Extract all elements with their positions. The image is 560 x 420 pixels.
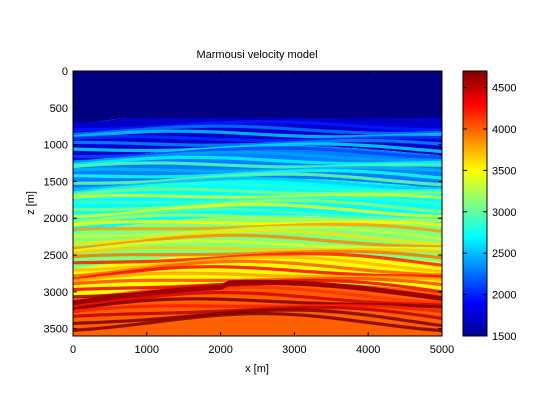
strata-line [73,150,442,164]
y-tick-label: 0 [62,66,68,78]
y-tick-label: 2500 [44,250,68,262]
y-tick-label: 1500 [44,176,68,188]
strata-line [73,129,442,139]
colorbar-tick-label: 2000 [492,290,516,302]
strata-line [73,229,442,246]
y-tick-label: 500 [50,103,68,115]
colorbar-tick-label: 4000 [492,124,516,136]
x-tick-label: 4000 [356,344,380,356]
strata-line [73,155,442,167]
strata-line [73,308,442,328]
strata-line [73,115,442,127]
strata-line [73,135,442,143]
colorbar-tick-label: 3000 [492,207,516,219]
x-tick-label: 2000 [208,344,232,356]
strata-line [73,124,442,136]
strata-line [73,181,442,195]
x-tick-label: 0 [70,344,76,356]
strata-line [73,213,442,225]
strata-line [73,172,442,187]
strata-line [73,202,442,219]
strata-line [73,146,442,159]
strata-line [73,219,442,227]
y-axis: 0 500 1000 1500 2000 2500 3000 3500 [44,66,442,336]
chart-title: Marmousi velocity model [196,49,317,61]
y-tick-label: 2000 [44,213,68,225]
strata-line [73,193,442,200]
y-tick-label: 3500 [44,324,68,336]
y-tick-label: 1000 [44,140,68,152]
colorbar [462,70,488,337]
strata-line [73,207,442,223]
strata-line [73,265,442,281]
x-tick-label: 5000 [430,344,454,356]
strata-line [73,166,442,173]
strata-line [73,259,442,278]
strata-line [73,297,442,311]
plot-frame [72,70,443,337]
strata-line [73,252,442,267]
colorbar-axis: 1500 2000 2500 3000 3500 4000 4500 [463,83,516,343]
strata-line [73,245,442,255]
colorbar-tick-label: 3500 [492,165,516,177]
strata-line [73,187,442,197]
y-axis-label: z [m] [25,191,37,215]
strata-line [73,312,442,333]
strata-line [73,225,442,241]
x-tick-label: 3000 [282,344,306,356]
deep-reflector [73,279,442,306]
strata-line [73,249,442,260]
strata-line [73,255,442,274]
x-axis-label: x [m] [245,363,269,375]
strata-line [73,271,442,283]
x-axis: 0 1000 2000 3000 4000 5000 [70,71,454,356]
strata-line [73,199,442,214]
colorbar-tick-label: 4500 [492,83,516,95]
strata-line [73,176,442,191]
colorbar-tick-label: 1500 [492,331,516,343]
strata-line [73,161,442,169]
strata-line [73,120,442,132]
x-tick-label: 1000 [135,344,159,356]
strata-line [73,233,442,251]
strata-line [73,142,442,154]
y-tick-label: 3000 [44,287,68,299]
plot-area [73,71,442,336]
strata-line [73,169,442,180]
water-layer [73,71,442,119]
strata-line [73,304,442,314]
colorbar-tick-label: 2500 [492,248,516,260]
strata-line [73,139,442,147]
strata-line [73,290,442,309]
